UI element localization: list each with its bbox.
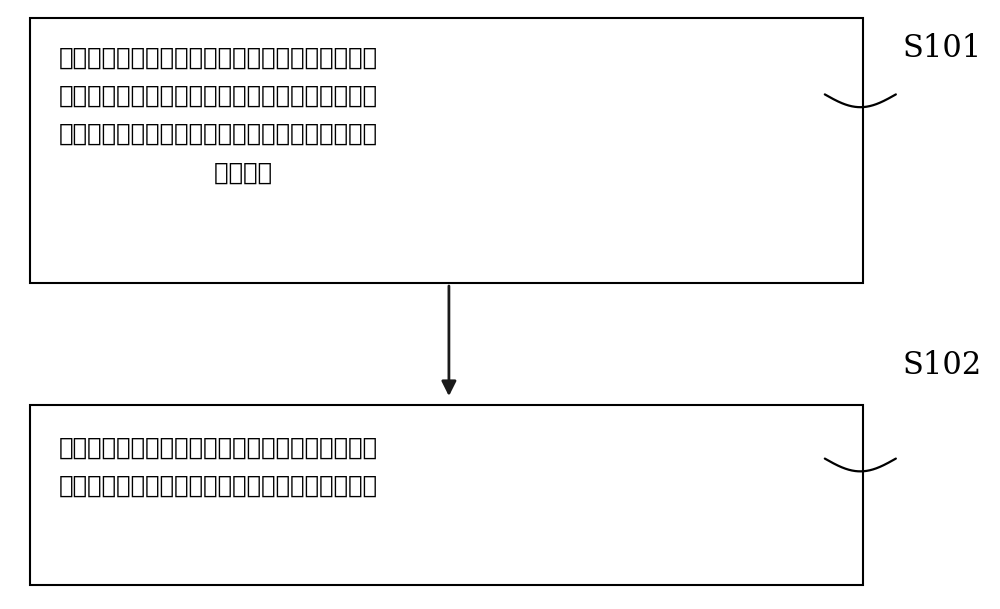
FancyBboxPatch shape bbox=[30, 405, 863, 585]
Text: S102: S102 bbox=[903, 350, 982, 381]
Text: 调整所述配置参数，直到所述仿真结果满足所述能
量平衡约束条件为止，并确定出调整后的配置参数: 调整所述配置参数，直到所述仿真结果满足所述能 量平衡约束条件为止，并确定出调整后… bbox=[59, 435, 378, 498]
Text: 接收用户输入的任务信息以及获取卫星的星历信息
，根据所述星历信息对所述任务信息进行处理得到
时间、空间以及频率三个维度上的第一任务模型和
           : 接收用户输入的任务信息以及获取卫星的星历信息 ，根据所述星历信息对所述任务信息进… bbox=[59, 46, 378, 185]
FancyBboxPatch shape bbox=[30, 18, 863, 283]
Text: S101: S101 bbox=[903, 33, 982, 64]
